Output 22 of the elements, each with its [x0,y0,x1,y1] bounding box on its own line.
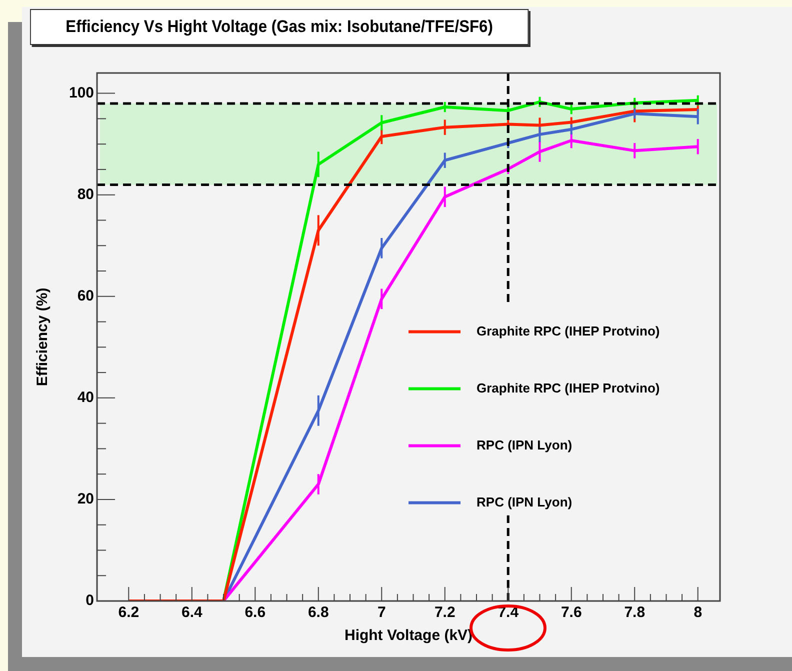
x-tick-label: 6.6 [244,604,266,622]
x-tick-label: 6.8 [308,604,329,622]
y-tick-label: 60 [77,288,94,305]
legend-label: Graphite RPC (IHEP Protvino) [476,380,660,396]
x-tick-label: 7.2 [434,604,456,622]
y-tick-label: 80 [77,186,94,203]
x-axis-title: Hight Voltage (kV) [344,627,473,644]
legend-label: Graphite RPC (IHEP Protvino) [476,323,660,338]
chart-title: Efficiency Vs Hight Voltage (Gas mix: Isobutane/TFE/SF6) [30,9,529,45]
legend-label: RPC (IPN Lyon) [476,494,572,510]
y-tick-label: 0 [86,592,94,610]
x-tick-label: 7 [377,604,386,622]
x-tick-label: 7.8 [624,604,646,622]
y-axis-title: Efficiency (%) [34,288,52,386]
x-tick-label: 6.4 [181,604,203,622]
y-tick-label: 100 [68,84,94,102]
x-tick-label: 6.2 [118,604,140,622]
legend-label: RPC (IPN Lyon) [476,437,572,452]
y-tick-label: 40 [77,389,94,406]
x-tick-label: 8 [694,604,702,622]
y-tick-label: 20 [77,490,94,508]
x-tick-label: 7.6 [560,604,582,622]
